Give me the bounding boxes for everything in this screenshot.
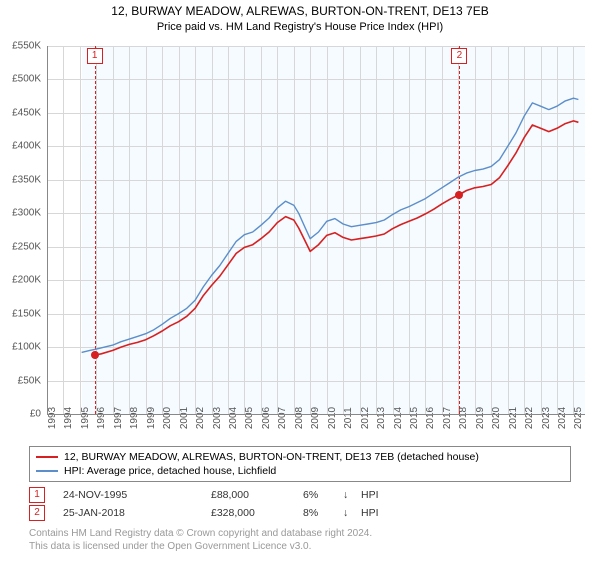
line-series-svg xyxy=(47,46,585,414)
y-tick-label: £100K xyxy=(12,342,41,353)
transaction-pct: 8% xyxy=(303,507,343,519)
y-tick-label: £550K xyxy=(12,41,41,52)
y-tick-label: £450K xyxy=(12,107,41,118)
series-hpi xyxy=(82,98,579,352)
y-tick-label: £150K xyxy=(12,308,41,319)
legend-swatch xyxy=(36,456,58,458)
y-tick-label: £350K xyxy=(12,174,41,185)
y-tick-label: £250K xyxy=(12,241,41,252)
transaction-table: 1 24-NOV-1995£88,0006%↓HPI 2 25-JAN-2018£32… xyxy=(29,486,379,522)
transaction-date: 24-NOV-1995 xyxy=(63,489,211,501)
footer-line1: Contains HM Land Registry data © Crown c… xyxy=(29,528,372,541)
y-tick-label: £50K xyxy=(18,375,41,386)
legend-item: 12, BURWAY MEADOW, ALREWAS, BURTON-ON-TR… xyxy=(36,450,564,464)
footer-line2: This data is licensed under the Open Gov… xyxy=(29,541,372,554)
transaction-marker: 1 xyxy=(29,487,45,503)
down-arrow-icon: ↓ xyxy=(343,507,361,519)
transaction-suffix: HPI xyxy=(361,507,379,519)
footer-attribution: Contains HM Land Registry data © Crown c… xyxy=(29,528,372,553)
chart-title-line2: Price paid vs. HM Land Registry's House … xyxy=(0,21,600,33)
y-tick-label: £400K xyxy=(12,141,41,152)
legend-box: 12, BURWAY MEADOW, ALREWAS, BURTON-ON-TR… xyxy=(29,446,571,482)
transaction-date: 25-JAN-2018 xyxy=(63,507,211,519)
axis-bottom xyxy=(47,414,585,415)
y-tick-label: £500K xyxy=(12,74,41,85)
transaction-marker: 2 xyxy=(29,505,45,521)
down-arrow-icon: ↓ xyxy=(343,489,361,501)
transaction-row: 1 24-NOV-1995£88,0006%↓HPI xyxy=(29,486,379,504)
chart-title-line1: 12, BURWAY MEADOW, ALREWAS, BURTON-ON-TR… xyxy=(0,4,600,20)
transaction-row: 2 25-JAN-2018£328,0008%↓HPI xyxy=(29,504,379,522)
transaction-price: £328,000 xyxy=(211,507,303,519)
legend-item: HPI: Average price, detached house, Lich… xyxy=(36,464,564,478)
legend-label: HPI: Average price, detached house, Lich… xyxy=(64,464,276,478)
chart-plot-area: £0£50K£100K£150K£200K£250K£300K£350K£400… xyxy=(47,46,585,414)
transaction-suffix: HPI xyxy=(361,489,379,501)
y-tick-label: £200K xyxy=(12,275,41,286)
transaction-pct: 6% xyxy=(303,489,343,501)
legend-label: 12, BURWAY MEADOW, ALREWAS, BURTON-ON-TR… xyxy=(64,450,479,464)
transaction-price: £88,000 xyxy=(211,489,303,501)
legend-swatch xyxy=(36,470,58,472)
y-tick-label: £300K xyxy=(12,208,41,219)
y-tick-label: £0 xyxy=(30,409,41,420)
